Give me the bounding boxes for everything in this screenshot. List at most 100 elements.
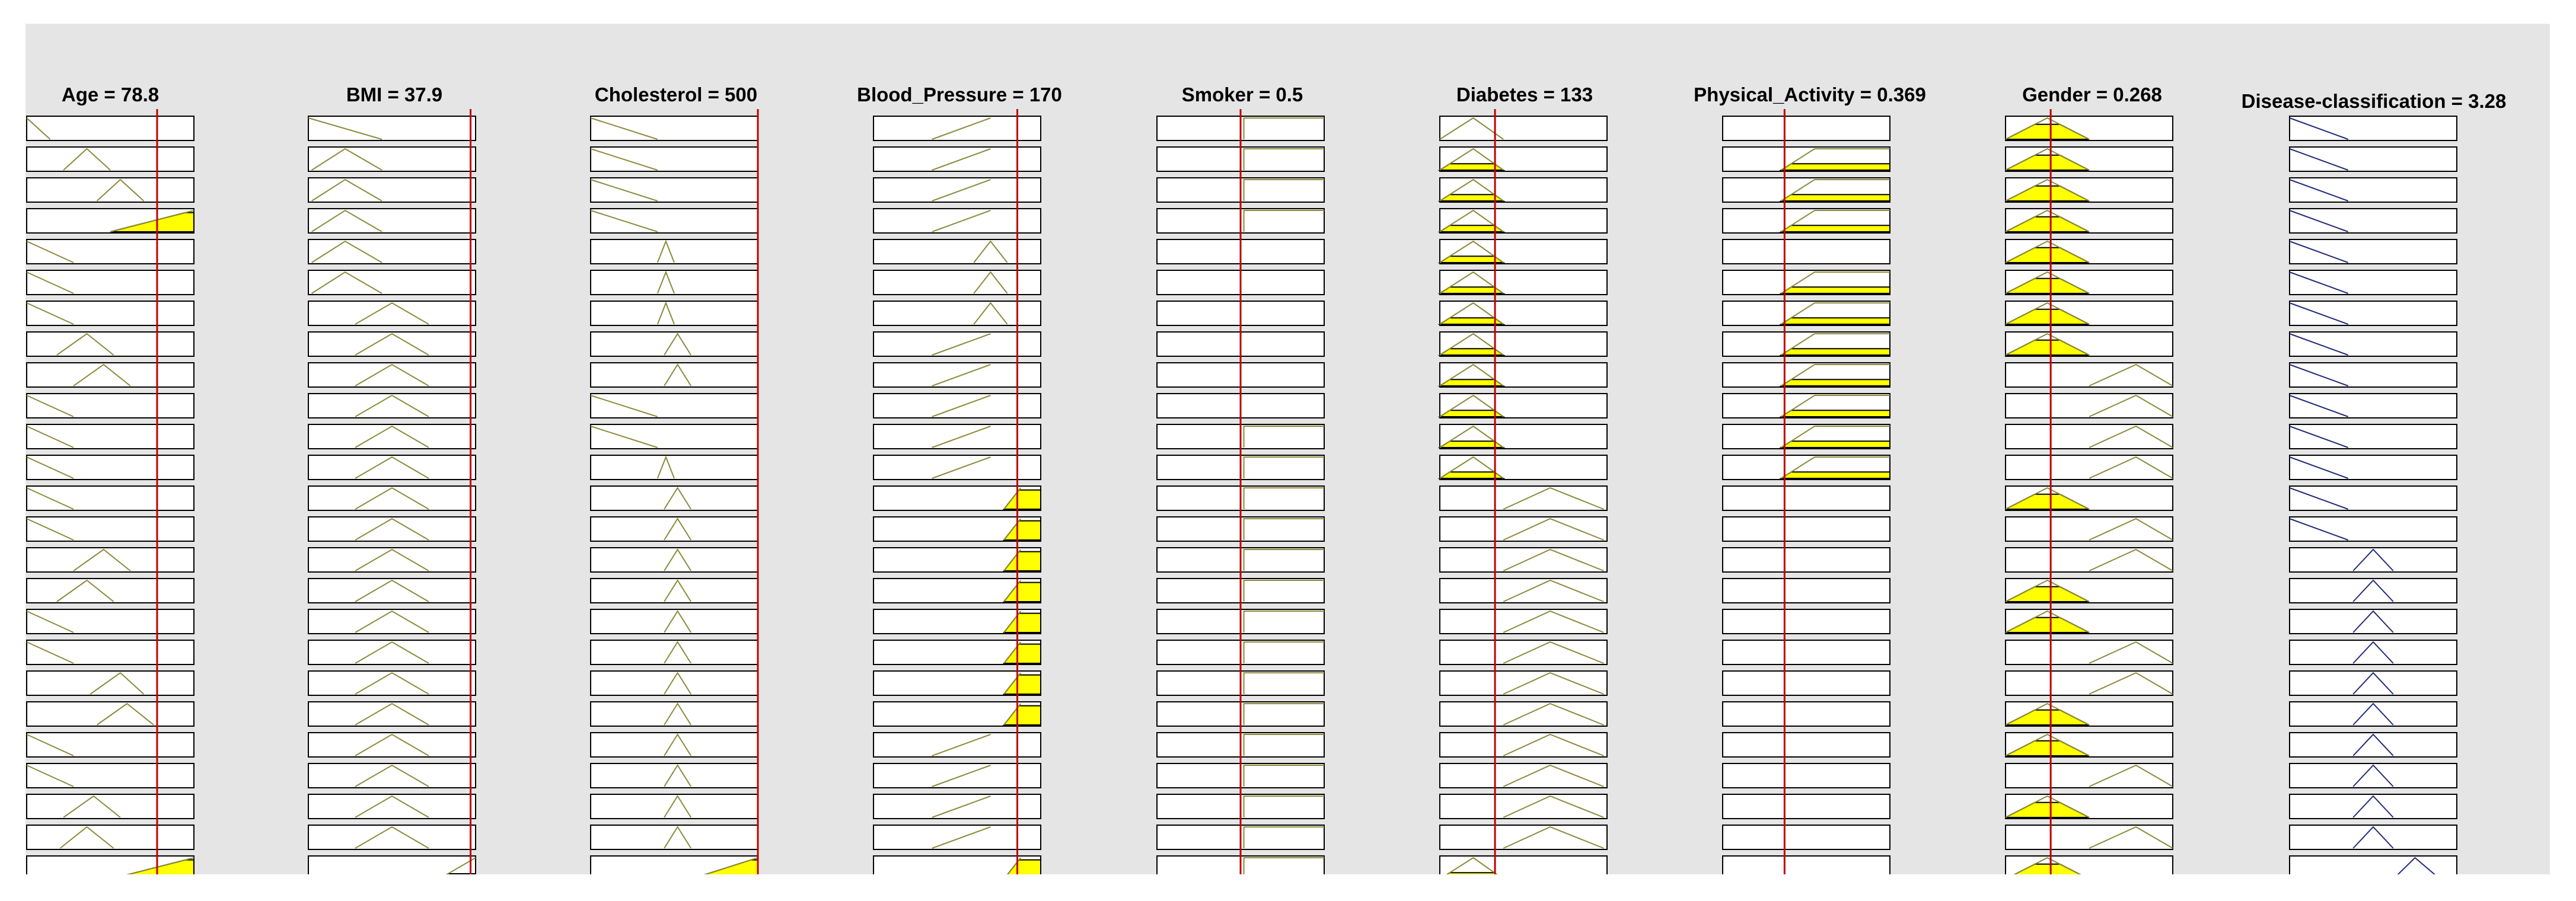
diabetes-membership-function-18 <box>1503 641 1604 664</box>
physical-activity-activation-fill-10 <box>1779 410 1890 417</box>
age-rule-cell-6 <box>26 270 195 295</box>
disease-classification-rule-cell-11 <box>2289 424 2457 449</box>
gender-membership-function-23 <box>2005 795 2090 818</box>
blood-pressure-membership-function-12 <box>932 456 991 479</box>
input-title-gender: Gender = 0.268 <box>2022 84 2162 106</box>
cholesterol-rule-cell-20 <box>590 701 758 727</box>
gender-rule-cell-22 <box>2005 763 2173 788</box>
diabetes-membership-function-15 <box>1503 548 1604 571</box>
gender-membership-function-6 <box>2005 271 2090 294</box>
disease-classification-rule-cell-3 <box>2289 177 2457 203</box>
disease-classification-rule-cell-4 <box>2289 208 2457 234</box>
bmi-rule-cell-3 <box>308 177 476 203</box>
bmi-rule-cell-6 <box>308 270 476 295</box>
disease-classification-membership-function-23 <box>2352 795 2394 818</box>
bmi-membership-function-4 <box>311 209 382 232</box>
gender-membership-function-3 <box>2005 178 2090 202</box>
gender-membership-function-16 <box>2005 579 2090 602</box>
cholesterol-rule-cell-23 <box>590 794 758 819</box>
age-membership-function-8 <box>56 333 114 356</box>
blood-pressure-membership-function-7 <box>973 302 1008 325</box>
gender-rule-cell-12 <box>2005 455 2173 480</box>
cholesterol-rule-cell-11 <box>590 424 758 449</box>
physical-activity-activation-fill-8 <box>1779 348 1890 356</box>
physical-activity-rule-cell-19 <box>1722 670 1890 696</box>
diabetes-membership-function-20 <box>1503 702 1604 726</box>
smoker-membership-function-11 <box>1243 426 1324 448</box>
diabetes-rule-cell-19 <box>1439 670 1608 696</box>
input-title-blood-pressure: Blood_Pressure = 170 <box>857 84 1062 106</box>
cholesterol-rule-cell-1 <box>590 116 758 141</box>
cholesterol-membership-function-4 <box>590 210 658 232</box>
diabetes-membership-function-13 <box>1503 487 1604 510</box>
physical-activity-membership-function-4 <box>1781 210 1890 232</box>
rule-grid <box>26 109 2457 874</box>
disease-classification-membership-function-9 <box>2289 364 2349 386</box>
disease-classification-membership-function-15 <box>2352 548 2394 571</box>
gender-rule-cell-14 <box>2005 516 2173 542</box>
physical-activity-activation-fill-3 <box>1779 194 1890 202</box>
bmi-membership-function-7 <box>355 302 429 325</box>
age-membership-function-3 <box>96 178 145 202</box>
disease-classification-rule-cell-13 <box>2289 485 2457 511</box>
cholesterol-rule-cell-19 <box>590 670 758 696</box>
age-membership-function-10 <box>26 395 74 417</box>
bmi-membership-function-16 <box>355 579 429 602</box>
smoker-membership-function-1 <box>1243 117 1324 139</box>
smoker-membership-function-16 <box>1243 580 1324 602</box>
cholesterol-membership-function-1 <box>590 117 658 140</box>
physical-activity-membership-function-3 <box>1781 179 1890 202</box>
diabetes-rule-cell-22 <box>1439 763 1608 788</box>
cholesterol-membership-function-16 <box>664 579 692 602</box>
gender-membership-function-14 <box>2089 517 2173 541</box>
physical-activity-rule-cell-22 <box>1722 763 1890 788</box>
bmi-membership-function-6 <box>311 271 382 294</box>
cholesterol-membership-function-22 <box>664 764 692 787</box>
physical-activity-rule-cell-18 <box>1722 640 1890 665</box>
physical-activity-activation-fill-6 <box>1779 286 1890 294</box>
cholesterol-rule-cell-15 <box>590 547 758 573</box>
age-membership-function-7 <box>26 302 74 325</box>
bmi-rule-cell-11 <box>308 424 476 449</box>
diabetes-rule-cell-17 <box>1439 609 1608 634</box>
diabetes-membership-function-21 <box>1503 733 1604 756</box>
disease-classification-rule-cell-25 <box>2289 855 2457 874</box>
bmi-rule-cell-20 <box>308 701 476 727</box>
cholesterol-membership-function-23 <box>664 795 692 818</box>
diabetes-membership-function-6 <box>1439 271 1504 294</box>
cholesterol-membership-function-2 <box>590 148 658 171</box>
diabetes-membership-function-3 <box>1439 178 1504 202</box>
disease-classification-membership-function-10 <box>2289 395 2349 417</box>
diabetes-membership-function-23 <box>1503 795 1604 818</box>
diabetes-membership-function-25 <box>1446 857 1498 874</box>
smoker-membership-function-17 <box>1243 611 1324 632</box>
gender-membership-function-10 <box>2089 394 2173 417</box>
disease-classification-membership-function-25 <box>2397 857 2435 874</box>
age-rule-cell-18 <box>26 640 195 665</box>
age-membership-function-12 <box>26 456 74 479</box>
disease-classification-rule-cell-9 <box>2289 362 2457 388</box>
disease-classification-rule-cell-14 <box>2289 516 2457 542</box>
gender-rule-cell-11 <box>2005 424 2173 449</box>
cholesterol-membership-function-24 <box>664 826 692 849</box>
blood-pressure-rule-cell-2 <box>873 146 1041 172</box>
age-rule-cell-15 <box>26 547 195 573</box>
cholesterol-membership-function-12 <box>656 455 675 479</box>
gender-membership-function-20 <box>2005 702 2090 726</box>
blood-pressure-membership-function-10 <box>932 395 991 417</box>
blood-pressure-membership-function-23 <box>932 795 991 818</box>
gender-membership-function-5 <box>2005 240 2090 263</box>
bmi-membership-function-10 <box>355 394 429 417</box>
age-rule-cell-12 <box>26 455 195 480</box>
blood-pressure-rule-cell-9 <box>873 362 1041 388</box>
blood-pressure-rule-cell-3 <box>873 177 1041 203</box>
age-rule-cell-14 <box>26 516 195 542</box>
bmi-membership-function-18 <box>355 641 429 664</box>
physical-activity-membership-function-8 <box>1781 333 1890 356</box>
bmi-membership-function-8 <box>355 333 429 356</box>
blood-pressure-rule-cell-24 <box>873 825 1041 850</box>
age-rule-cell-2 <box>26 146 195 172</box>
bmi-rule-cell-10 <box>308 393 476 418</box>
smoker-membership-function-15 <box>1243 549 1324 571</box>
input-title-bmi: BMI = 37.9 <box>346 84 443 106</box>
